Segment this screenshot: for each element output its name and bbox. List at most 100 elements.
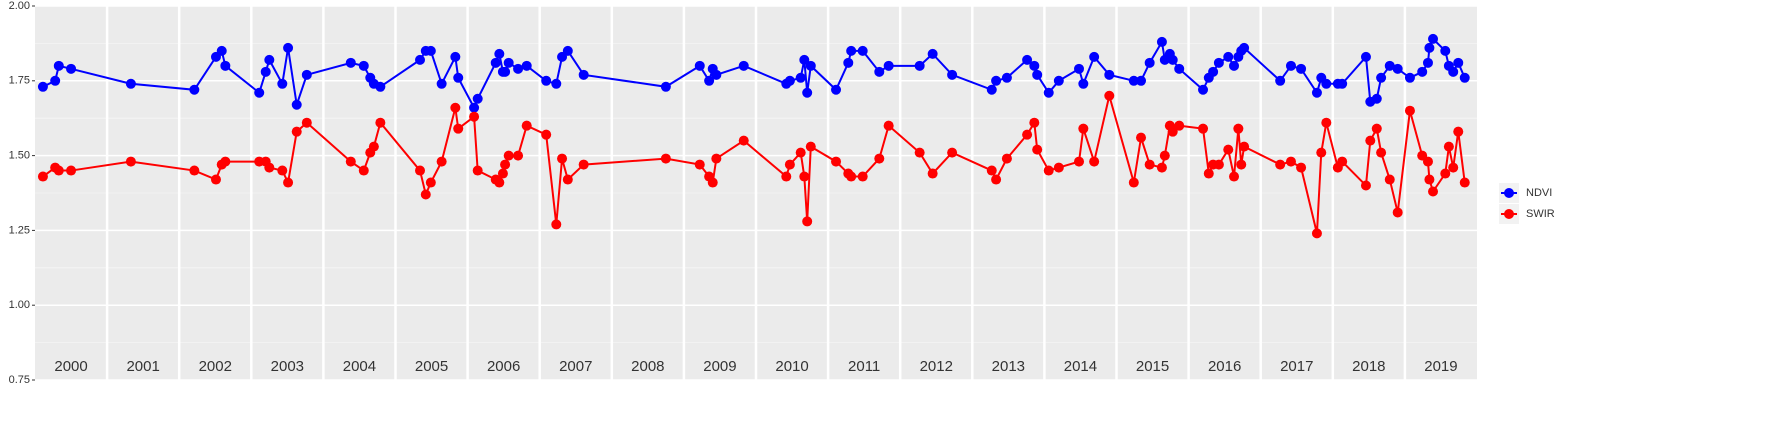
data-point bbox=[883, 60, 894, 71]
data-point bbox=[1022, 54, 1033, 65]
data-point bbox=[1104, 69, 1115, 80]
data-point bbox=[1448, 162, 1459, 173]
data-point bbox=[1285, 156, 1296, 167]
data-point bbox=[857, 45, 868, 56]
data-point bbox=[784, 159, 795, 170]
data-point bbox=[425, 177, 436, 188]
data-point bbox=[914, 147, 925, 158]
legend-label: SWIR bbox=[1526, 208, 1555, 220]
data-point bbox=[490, 57, 501, 68]
data-point bbox=[375, 81, 386, 92]
data-point bbox=[1032, 69, 1043, 80]
data-point bbox=[1365, 135, 1376, 146]
data-point bbox=[1296, 162, 1307, 173]
data-point bbox=[1459, 72, 1470, 83]
data-point bbox=[551, 78, 562, 89]
data-point bbox=[1136, 75, 1147, 86]
data-point bbox=[927, 168, 938, 179]
data-point bbox=[1376, 72, 1387, 83]
data-point bbox=[799, 171, 810, 182]
data-point bbox=[707, 177, 718, 188]
data-point bbox=[494, 177, 505, 188]
data-point bbox=[1424, 42, 1435, 53]
data-point bbox=[1174, 63, 1185, 74]
data-point bbox=[1337, 156, 1348, 167]
data-point bbox=[1213, 159, 1224, 170]
data-point bbox=[375, 117, 386, 128]
data-point bbox=[831, 84, 842, 95]
data-point bbox=[260, 66, 271, 77]
data-point bbox=[1156, 162, 1167, 173]
data-point bbox=[1384, 60, 1395, 71]
data-point bbox=[1424, 174, 1435, 185]
data-point bbox=[986, 84, 997, 95]
data-point bbox=[291, 126, 302, 137]
data-point bbox=[125, 156, 136, 167]
data-point bbox=[1392, 207, 1403, 218]
data-point bbox=[1159, 150, 1170, 161]
data-point bbox=[1198, 84, 1209, 95]
data-point bbox=[1311, 228, 1322, 239]
data-point bbox=[469, 111, 480, 122]
data-point bbox=[1032, 144, 1043, 155]
data-point bbox=[694, 159, 705, 170]
data-point bbox=[277, 165, 288, 176]
data-point bbox=[264, 162, 275, 173]
data-point bbox=[521, 120, 532, 131]
data-point bbox=[541, 129, 552, 140]
data-point bbox=[1404, 105, 1415, 116]
data-point bbox=[283, 42, 294, 53]
data-point bbox=[1104, 90, 1115, 101]
data-point bbox=[453, 72, 464, 83]
data-point bbox=[220, 60, 231, 71]
data-point bbox=[1001, 72, 1012, 83]
data-point bbox=[472, 165, 483, 176]
data-point bbox=[795, 147, 806, 158]
data-point bbox=[1213, 57, 1224, 68]
data-point bbox=[1167, 54, 1178, 65]
data-point bbox=[1321, 117, 1332, 128]
x-tick-label: 2018 bbox=[1352, 358, 1385, 375]
data-point bbox=[1022, 129, 1033, 140]
data-point bbox=[781, 171, 792, 182]
data-point bbox=[991, 174, 1002, 185]
data-point bbox=[1203, 168, 1214, 179]
data-point bbox=[216, 45, 227, 56]
data-point bbox=[1371, 93, 1382, 104]
data-point bbox=[345, 156, 356, 167]
data-point bbox=[843, 57, 854, 68]
data-point bbox=[1128, 75, 1139, 86]
data-point bbox=[420, 189, 431, 200]
data-point bbox=[368, 141, 379, 152]
data-point bbox=[578, 69, 589, 80]
x-tick-label: 2007 bbox=[559, 358, 592, 375]
data-point bbox=[991, 75, 1002, 86]
data-point bbox=[1459, 177, 1470, 188]
data-point bbox=[1443, 141, 1454, 152]
data-point bbox=[50, 75, 61, 86]
data-point bbox=[711, 153, 722, 164]
y-tick-label: 1.75 bbox=[9, 75, 30, 87]
data-point bbox=[711, 69, 722, 80]
data-point bbox=[1360, 180, 1371, 191]
x-tick-label: 2019 bbox=[1424, 358, 1457, 375]
data-point bbox=[784, 75, 795, 86]
data-point bbox=[469, 102, 480, 113]
data-point bbox=[415, 165, 426, 176]
data-point bbox=[1128, 177, 1139, 188]
data-point bbox=[513, 63, 524, 74]
data-point bbox=[53, 165, 64, 176]
data-point bbox=[189, 84, 200, 95]
data-point bbox=[1089, 156, 1100, 167]
data-point bbox=[883, 120, 894, 131]
data-point bbox=[415, 54, 426, 65]
data-point bbox=[846, 45, 857, 56]
data-point bbox=[551, 219, 562, 230]
data-point bbox=[503, 150, 514, 161]
x-tick-label: 2000 bbox=[54, 358, 87, 375]
data-point bbox=[37, 81, 48, 92]
data-point bbox=[802, 216, 813, 227]
data-point bbox=[1053, 162, 1064, 173]
data-point bbox=[874, 153, 885, 164]
data-point bbox=[1043, 165, 1054, 176]
